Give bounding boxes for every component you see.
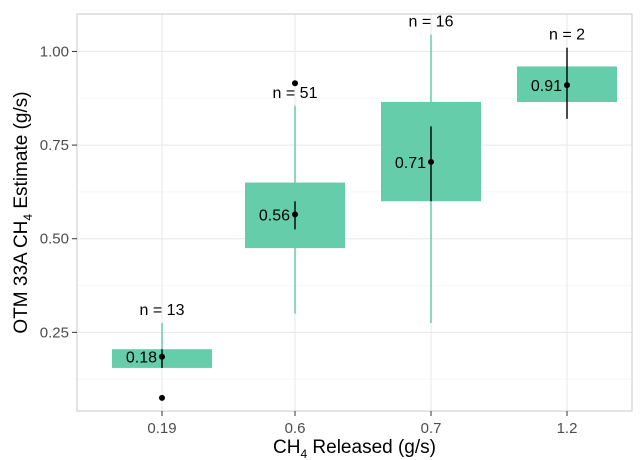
sample-size-label: n = 16 [409,14,454,31]
sample-size-label: n = 13 [140,302,185,319]
outlier-point [159,394,165,401]
mean-point [564,82,570,89]
panel-border [76,13,633,412]
mean-label: 0.18 [126,350,157,367]
y-tick-label: 0.50 [40,231,69,248]
x-tick-label: 1.2 [557,420,578,437]
mean-point [428,158,434,165]
outlier-point [292,80,298,87]
y-tick-label: 0.75 [40,137,69,154]
y-tick-label: 1.00 [40,43,69,60]
y-axis-title: OTM 33A CH4 Estimate (g/s) [11,91,35,333]
mean-point [159,353,165,360]
y-tick-label: 0.25 [40,324,69,341]
x-tick-label: 0.6 [285,420,306,437]
axis-layer: 0.25 0.50 0.75 1.00 0.19 0.6 0.7 1.2 [40,43,578,437]
data-layer: 0.18 n = 13 0.56 n = 51 0.71 n = 16 0.91 n = 2 [112,14,617,401]
x-axis-title: CH4 Released (g/s) [273,437,436,460]
box-group-0.7: 0.71 n = 16 [381,14,481,323]
sample-size-label: n = 51 [273,85,318,102]
mean-label: 0.91 [531,78,562,95]
mean-label: 0.56 [259,207,290,224]
x-tick-label: 0.7 [421,420,442,437]
box-group-0.6: 0.56 n = 51 [245,80,345,314]
mean-point [292,211,298,218]
sample-size-label: n = 2 [549,27,585,44]
box-group-0.19: 0.18 n = 13 [112,302,212,401]
box-group-1.2: 0.91 n = 2 [517,27,617,119]
x-tick-label: 0.19 [147,420,176,437]
mean-label: 0.71 [395,155,426,172]
